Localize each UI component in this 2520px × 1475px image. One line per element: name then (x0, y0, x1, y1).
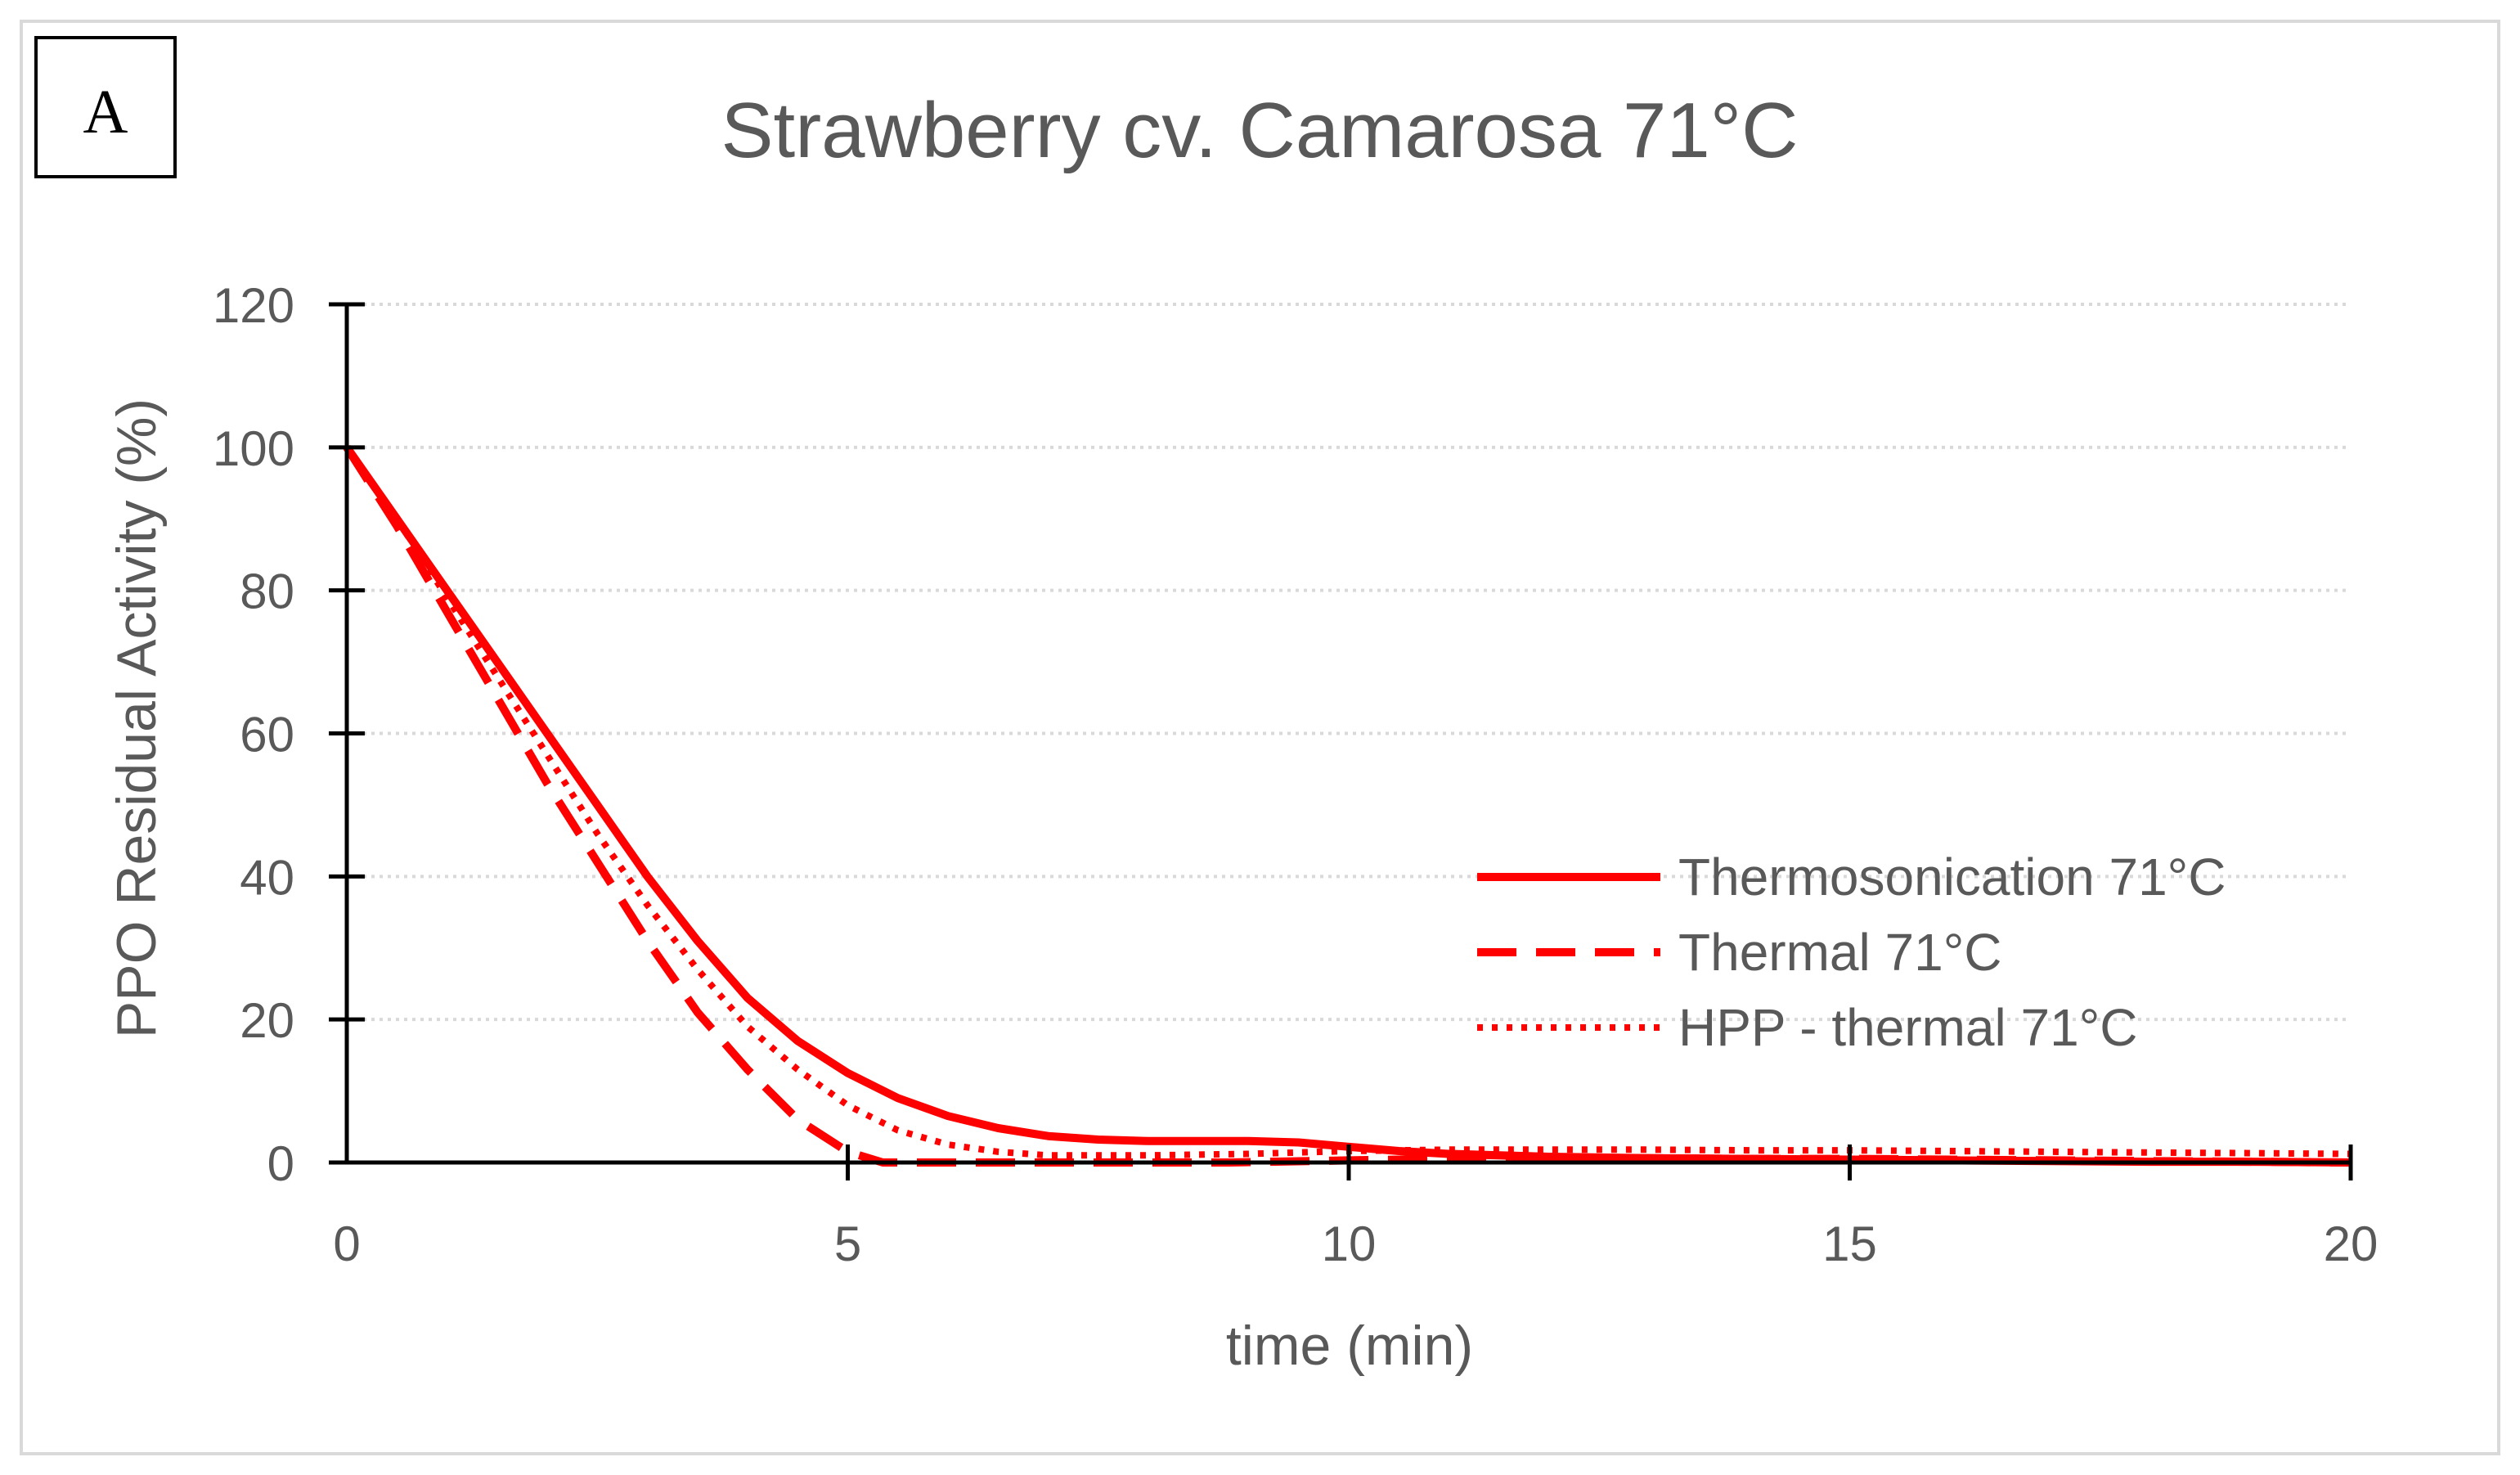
x-tick-label: 15 (1822, 1216, 1877, 1271)
panel-label: A (83, 78, 128, 146)
x-tick-label: 10 (1322, 1216, 1377, 1271)
gridlines (347, 303, 2351, 1022)
legend-label-1: Thermosonication 71°C (1678, 848, 2226, 906)
y-tick-label: 60 (240, 708, 294, 762)
x-tick-label: 5 (834, 1216, 861, 1271)
legend-label-2: Thermal 71°C (1678, 923, 2002, 982)
panel-label-box (34, 36, 177, 178)
series-line-3 (344, 445, 2352, 1159)
figure-frame (20, 20, 2500, 1455)
legend: Thermosonication 71°C Thermal 71°C HPP - t… (1477, 848, 2226, 1057)
y-axis-title: PPO Residual Activity (%) (106, 398, 168, 1038)
y-tick-label: 20 (240, 993, 294, 1048)
x-tick-labels: 0 5 10 15 20 (333, 1216, 2378, 1271)
y-tick-labels: 0 20 40 60 80 100 120 (213, 278, 294, 1191)
chart-title: Strawberry cv. Camarosa 71°C (721, 87, 1799, 174)
x-tick-label: 20 (2324, 1216, 2379, 1271)
legend-label-3: HPP - thermal 71°C (1678, 998, 2138, 1057)
y-tick-label: 40 (240, 850, 294, 905)
x-axis-title: time (min) (1226, 1315, 1473, 1377)
y-tick-label: 80 (240, 564, 294, 619)
y-tick-label: 100 (213, 421, 294, 476)
axes (329, 302, 2353, 1180)
x-tick-label: 0 (333, 1216, 360, 1271)
y-tick-label: 0 (267, 1136, 294, 1191)
y-tick-label: 120 (213, 278, 294, 333)
